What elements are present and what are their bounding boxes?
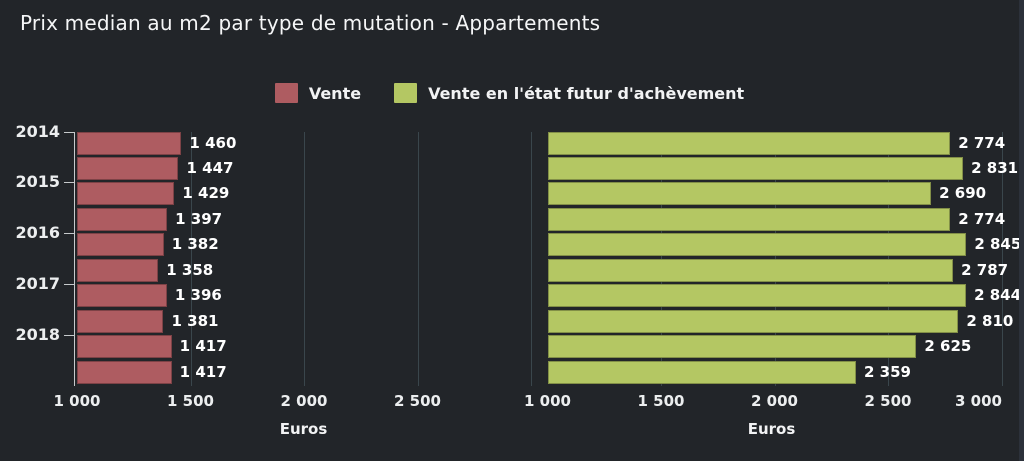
legend-swatch-vente [274, 83, 298, 103]
y-axis-tick [64, 233, 74, 235]
bar-vefa[interactable] [547, 360, 856, 384]
bar-vefa[interactable] [547, 335, 917, 359]
bar-value-label: 1 382 [171, 235, 219, 254]
bar-vente[interactable] [77, 258, 159, 282]
bar-value-label: 2 625 [924, 337, 972, 356]
gridline [190, 131, 192, 386]
bar-vefa[interactable] [547, 182, 932, 206]
bar-vente[interactable] [77, 207, 168, 231]
gridline [417, 131, 419, 386]
y-axis-year-label: 2017 [15, 274, 60, 294]
y-axis-tick [64, 284, 74, 286]
x-axis-tick-label: 1 000 [524, 392, 571, 410]
bar-value-label: 2 690 [939, 184, 987, 203]
bar-vente[interactable] [77, 233, 164, 257]
bar-vente[interactable] [77, 156, 179, 180]
bar-vefa[interactable] [547, 284, 967, 308]
gridline [531, 131, 532, 386]
bar-value-label: 1 381 [171, 311, 219, 330]
bar-vente[interactable] [77, 360, 172, 384]
bar-value-label: 2 845 [974, 235, 1022, 254]
y-axis-tick [64, 131, 74, 133]
x-axis-tick-label: 3 000 [955, 392, 1002, 410]
bar-vefa[interactable] [547, 258, 954, 282]
bar-value-label: 2 774 [958, 209, 1006, 228]
bar-vente[interactable] [77, 284, 167, 308]
bar-value-label: 2 810 [966, 311, 1014, 330]
bar-vente[interactable] [77, 335, 172, 359]
bar-value-label: 2 787 [961, 260, 1009, 279]
bar-value-label: 1 396 [174, 286, 222, 305]
gridline [304, 131, 305, 386]
bar-vefa[interactable] [547, 131, 951, 155]
bar-value-label: 1 417 [179, 362, 227, 381]
x-axis-tick-label: 2 000 [280, 392, 328, 410]
bar-vefa[interactable] [547, 233, 967, 257]
bar-value-label: 2 774 [958, 133, 1006, 152]
bar-vefa[interactable] [547, 207, 951, 231]
gridline [1001, 131, 1003, 386]
bar-vente[interactable] [77, 309, 164, 333]
legend-label-vente: Vente [308, 83, 362, 103]
y-axis-year-label: 2018 [15, 325, 60, 345]
bar-vefa[interactable] [547, 156, 964, 180]
x-axis-tick-label: 2 000 [751, 392, 798, 410]
bar-value-label: 1 417 [179, 337, 227, 356]
y-axis-line [74, 131, 75, 386]
y-axis-year-label: 2014 [15, 121, 60, 141]
x-axis-title: Euros [747, 420, 796, 438]
bar-value-label: 1 397 [175, 209, 223, 228]
bar-value-label: 1 358 [166, 260, 214, 279]
bar-vefa[interactable] [547, 309, 959, 333]
legend: Vente Vente en l'état futur d'achèvement [0, 83, 1019, 103]
bar-vente[interactable] [77, 131, 182, 155]
y-axis-year-label: 2015 [15, 172, 60, 192]
bar-value-label: 2 844 [974, 286, 1022, 305]
bar-value-label: 2 359 [863, 362, 911, 381]
bar-value-label: 2 831 [971, 158, 1019, 177]
x-axis-tick-label: 2 500 [864, 392, 912, 410]
x-axis-title: Euros [279, 420, 328, 438]
y-axis-tick [64, 335, 74, 337]
bar-vente[interactable] [77, 182, 175, 206]
x-axis-tick-label: 2 500 [394, 392, 441, 410]
legend-swatch-vefa [394, 83, 418, 103]
y-axis-tick [64, 182, 74, 184]
y-axis-year-label: 2016 [15, 223, 60, 243]
x-axis-tick-label: 1 000 [53, 392, 101, 410]
x-axis-tick-label: 1 500 [167, 392, 214, 410]
bar-value-label: 1 447 [186, 158, 234, 177]
legend-label-vefa: Vente en l'état futur d'achèvement [428, 83, 745, 103]
chart-title: Prix median au m2 par type de mutation -… [20, 11, 601, 35]
bar-value-label: 1 460 [189, 133, 237, 152]
legend-item-vente[interactable]: Vente [274, 83, 362, 103]
bar-value-label: 1 429 [182, 184, 230, 203]
panel-edge-strip [1019, 0, 1024, 461]
legend-item-vefa[interactable]: Vente en l'état futur d'achèvement [394, 83, 744, 103]
x-axis-tick-label: 1 500 [637, 392, 685, 410]
